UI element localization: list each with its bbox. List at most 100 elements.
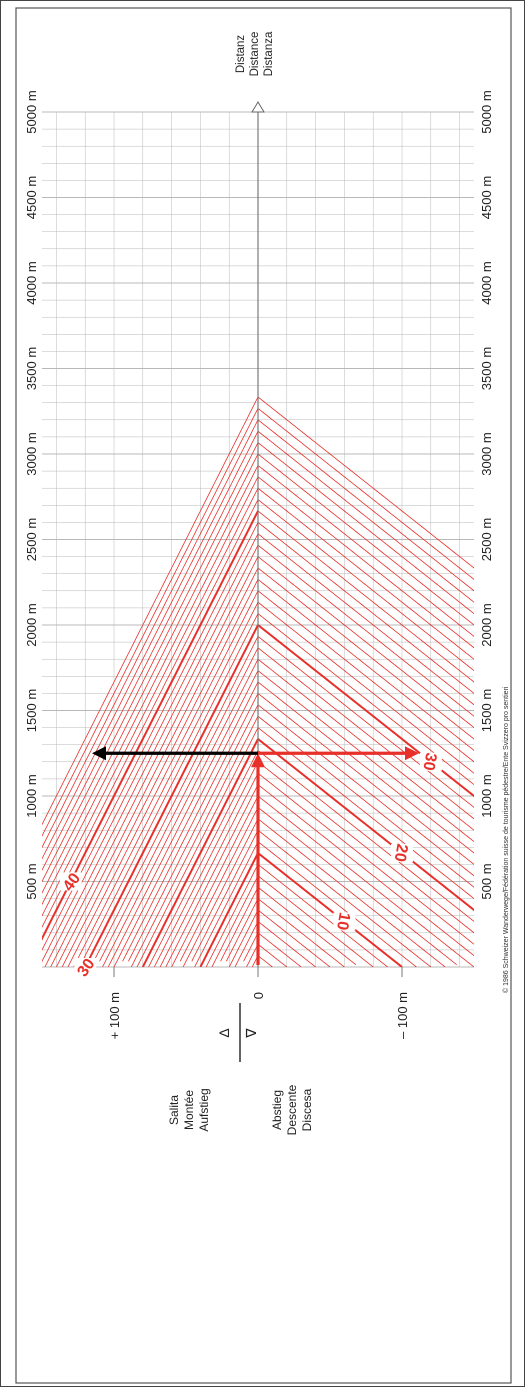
- x-tick-label: 3500 m: [479, 347, 494, 390]
- contour-line-ascent: [42, 533, 259, 963]
- contour-label-descent: 10: [333, 911, 353, 932]
- contour-line-ascent: [228, 909, 259, 967]
- contour-label-bg: [333, 912, 356, 931]
- contour-line-ascent: [102, 659, 259, 967]
- contour-label-bg: [391, 844, 413, 862]
- contour-line-descent: [257, 772, 474, 945]
- contour-line-ascent: [199, 852, 259, 967]
- x-tick-label: 2500 m: [24, 518, 39, 561]
- contour-line-descent: [257, 886, 357, 966]
- contour-line-descent: [257, 419, 474, 592]
- x-tick-label: 1500 m: [479, 689, 494, 732]
- contour-line-ascent: [205, 864, 259, 967]
- contour-line-descent: [257, 556, 474, 729]
- contour-line-descent: [257, 442, 474, 615]
- contour-line-descent: [257, 932, 302, 967]
- x-tick-label: 3000 m: [24, 432, 39, 475]
- ascent-arrow-head-icon: [92, 746, 106, 761]
- distance-arrow-icon: [251, 101, 265, 113]
- x-tick-label: 1500 m: [24, 689, 39, 732]
- contour-line-descent: [257, 396, 474, 569]
- contour-line-descent: [257, 829, 432, 967]
- contour-line-ascent: [42, 488, 259, 917]
- contour-line-descent: [257, 522, 474, 694]
- x-tick-label: 2000 m: [479, 603, 494, 646]
- contour-line-descent: [257, 875, 374, 967]
- contour-lines: [42, 396, 474, 967]
- contour-line-ascent: [50, 556, 259, 967]
- contour-line-descent: [257, 761, 474, 934]
- x-tick-label: 4500 m: [24, 176, 39, 219]
- descent-symbol: ∇: [243, 1028, 259, 1039]
- contour-line-descent: [257, 943, 288, 967]
- contour-line-descent: [257, 818, 446, 967]
- contour-line-ascent: [171, 795, 259, 967]
- contour-line-ascent: [56, 567, 259, 967]
- x-tick-label: 5000 m: [479, 90, 494, 133]
- contour-line-ascent: [42, 476, 259, 906]
- contour-line-ascent: [42, 419, 259, 849]
- contour-line-ascent: [130, 716, 259, 967]
- x-tick-label: 500 m: [479, 863, 494, 899]
- contour-line-ascent: [42, 442, 259, 871]
- contour-line-ascent: [136, 727, 259, 967]
- contour-line-ascent: [182, 818, 259, 967]
- contour-line-ascent: [246, 944, 259, 967]
- contour-line-descent: [257, 465, 474, 637]
- x-tick-labels-bottom: 500 m 1000 m 1500 m 2000 m 2500 m 3000 m 3500 …: [479, 90, 494, 899]
- contour-line-descent: [257, 579, 474, 751]
- distance-arrow-head-icon: [251, 753, 265, 768]
- ascent-label-3: Aufstieg: [197, 1088, 211, 1131]
- descent-label-3: Discesa: [300, 1088, 314, 1131]
- contour-line-ascent: [159, 773, 259, 967]
- contour-line-ascent: [42, 453, 259, 883]
- contour-line-descent: [257, 681, 474, 854]
- contour-label-bg: [419, 752, 442, 771]
- contour-line-descent: [257, 898, 345, 967]
- contour-line-descent: [257, 727, 474, 900]
- contour-line-ascent: [113, 681, 259, 967]
- chart-frame: [15, 7, 512, 1384]
- ascent-label-1: Salita: [167, 1095, 181, 1125]
- contour-line-ascent: [73, 602, 259, 967]
- distance-label-2: Distance: [249, 32, 261, 77]
- contour-line-ascent: [107, 670, 259, 967]
- contour-line-descent: [257, 408, 474, 580]
- contour-line-descent: [257, 921, 316, 967]
- contour-line-descent: [257, 487, 474, 660]
- contour-line-descent: [257, 544, 474, 717]
- descent-arrow-head-icon: [405, 746, 419, 761]
- ascent-symbol: Δ: [216, 1028, 232, 1037]
- contour-line-ascent: [225, 898, 259, 962]
- x-tick-label: 1000 m: [24, 774, 39, 817]
- contour-line-ascent: [42, 431, 259, 860]
- x-tick-label: 3500 m: [24, 347, 39, 390]
- contour-line-ascent: [191, 830, 259, 962]
- x-tick-label: 4500 m: [479, 176, 494, 219]
- example-arrows: [92, 746, 419, 965]
- contour-line-descent: [257, 453, 474, 626]
- contour-line-ascent: [61, 579, 259, 967]
- contour-line-descent: [257, 613, 474, 786]
- contour-line-ascent: [122, 693, 259, 962]
- x-tick-label: 2500 m: [479, 518, 494, 561]
- contour-line-descent: [257, 590, 474, 763]
- contour-line-ascent: [243, 932, 259, 962]
- contour-line-descent: [257, 567, 474, 740]
- contour-line-descent: [257, 533, 474, 706]
- descent-label-2: Descente: [285, 1084, 299, 1135]
- contour-line-ascent: [128, 704, 259, 962]
- contour-line-ascent: [148, 750, 259, 967]
- contour-line-ascent: [42, 510, 259, 941]
- contour-line-ascent: [42, 408, 259, 837]
- contour-line-ascent: [153, 761, 259, 967]
- x-tick-labels-top: 500 m 1000 m 1500 m 2000 m 2500 m 3000 m 3500 …: [24, 90, 39, 899]
- contour-line-ascent: [93, 636, 259, 962]
- contour-line-descent: [257, 430, 474, 603]
- contour-line-ascent: [211, 875, 259, 967]
- contour-line-ascent: [220, 887, 259, 962]
- ascent-label-2: Montée: [182, 1090, 196, 1130]
- contour-line-descent: [257, 636, 474, 808]
- y-tick-label: + 100 m: [107, 992, 122, 1039]
